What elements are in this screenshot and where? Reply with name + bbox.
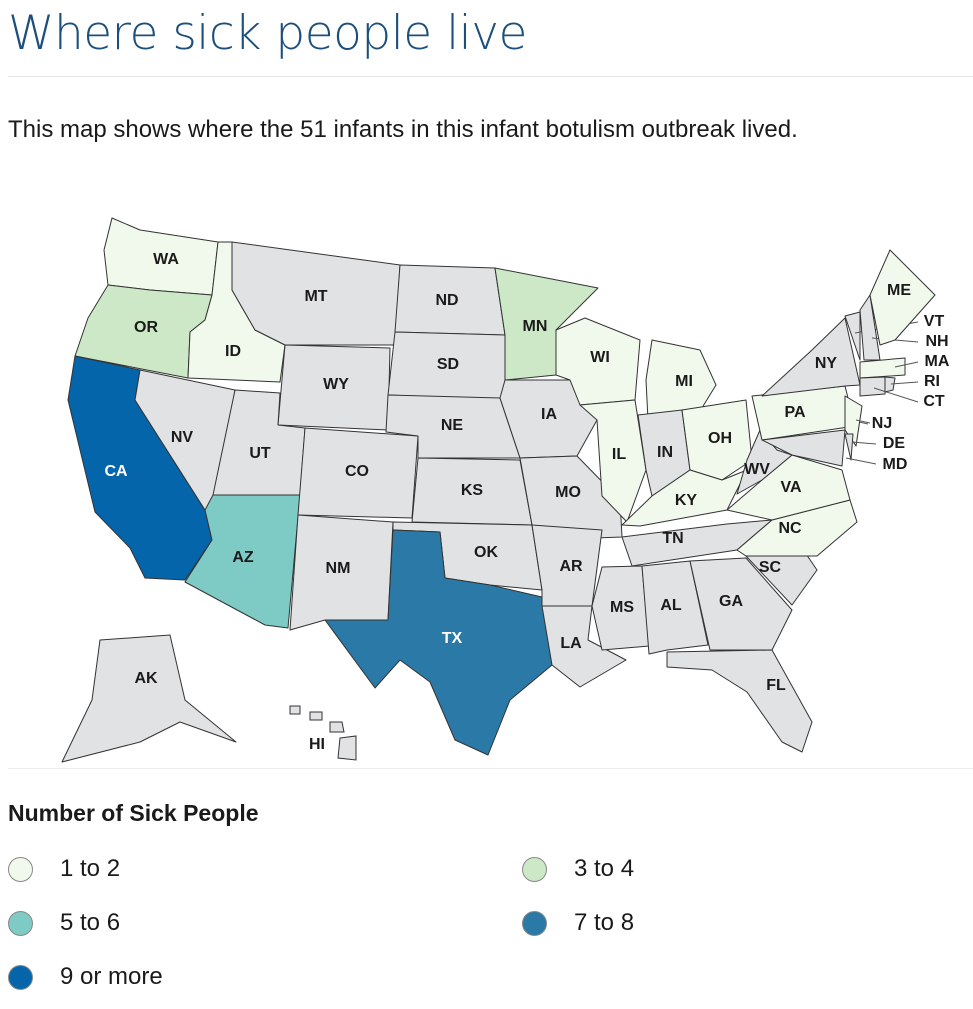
legend-swatch <box>8 964 33 990</box>
state-shape <box>591 565 650 651</box>
state-label: TX <box>442 630 463 647</box>
callout-line <box>894 361 919 368</box>
state-label: AR <box>559 558 583 575</box>
state-label: VT <box>924 313 945 330</box>
legend-swatch <box>8 856 33 882</box>
legend-item: 9 or more <box>8 960 522 994</box>
state-label: OR <box>134 319 158 336</box>
legend-item: 3 to 4 <box>522 852 952 886</box>
state-label: UT <box>249 445 271 462</box>
legend-label: 5 to 6 <box>60 909 121 936</box>
state-label: MT <box>304 288 327 305</box>
state-shape <box>761 429 846 467</box>
legend-label: 7 to 8 <box>574 909 635 936</box>
state-label: RI <box>924 373 940 390</box>
state-shape <box>689 557 793 651</box>
legend-label: 3 to 4 <box>574 855 635 882</box>
state-label: OK <box>474 544 498 561</box>
state-label: AL <box>660 597 682 614</box>
state-label: MS <box>610 599 634 616</box>
state-label: WV <box>744 461 770 478</box>
legend-label: 9 or more <box>60 963 163 990</box>
state-shape <box>761 317 861 397</box>
state-label: CO <box>345 463 369 480</box>
state-label: GA <box>719 593 743 610</box>
state-label: NJ <box>872 415 892 432</box>
page-title: Where sick people live <box>8 6 527 61</box>
legend-item: 7 to 8 <box>522 906 952 940</box>
state-label: NM <box>326 560 351 577</box>
state-label: FL <box>766 677 786 694</box>
state-label: SC <box>759 559 782 576</box>
state-shape <box>859 376 886 397</box>
legend-item: 5 to 6 <box>8 906 522 940</box>
state-label: AK <box>134 670 158 687</box>
description: This map shows where the 51 infants in t… <box>8 116 798 143</box>
state-label: LA <box>560 635 582 652</box>
state-label: NY <box>815 355 838 372</box>
state-shape <box>844 433 854 461</box>
state-shape <box>289 705 301 715</box>
callout-line <box>845 457 877 465</box>
state-shape <box>309 711 323 721</box>
state-label: HI <box>309 736 325 753</box>
state-label: MA <box>925 353 950 370</box>
state-label: MI <box>675 373 693 390</box>
state-label: OH <box>708 430 732 447</box>
divider <box>8 76 973 77</box>
state-label: NE <box>441 417 464 434</box>
state-label: ME <box>887 282 911 299</box>
state-shape <box>329 721 345 733</box>
legend-title: Number of Sick People <box>8 800 259 826</box>
legend: 1 to 2 3 to 4 5 to 6 7 to 8 9 or more <box>8 852 958 994</box>
legend-label: 1 to 2 <box>60 855 121 882</box>
state-shape <box>884 376 896 393</box>
callout-line <box>890 381 919 385</box>
state-label: KY <box>675 492 698 509</box>
state-label: MN <box>523 318 548 335</box>
callout-line <box>873 387 919 403</box>
state-shape <box>337 735 357 761</box>
state-label: MO <box>555 484 581 501</box>
state-label: DE <box>883 435 906 452</box>
state-label: VA <box>780 479 801 496</box>
state-label: CT <box>923 393 945 410</box>
state-label: NV <box>171 429 194 446</box>
state-label: WY <box>323 376 349 393</box>
legend-swatch <box>8 910 33 936</box>
state-label: TN <box>662 530 683 547</box>
state-label: KS <box>461 482 484 499</box>
state-label: SD <box>437 356 459 373</box>
legend-item: 1 to 2 <box>8 852 522 886</box>
state-label: IN <box>657 444 673 461</box>
legend-swatch <box>522 910 547 936</box>
callout-line <box>851 441 877 445</box>
state-shape <box>61 634 237 763</box>
state-label: IA <box>541 406 557 423</box>
state-label: ND <box>435 292 458 309</box>
state-shape <box>621 469 748 527</box>
state-label: CA <box>104 463 128 480</box>
state-label: WA <box>153 251 179 268</box>
us-map: WA OR CA ID NV MT WY UT AZ CO NM ND SD NE KS OK TX MN IA MO… <box>61 217 950 763</box>
state-label: AZ <box>232 549 254 566</box>
state-label: WI <box>590 349 610 366</box>
state-label: NH <box>925 333 948 350</box>
state-shape <box>666 649 813 753</box>
state-label: MD <box>883 456 908 473</box>
state-label: ID <box>225 343 241 360</box>
state-label: IL <box>612 446 626 463</box>
state-shape <box>641 560 709 655</box>
state-shape <box>859 357 906 379</box>
state-label: PA <box>784 404 805 421</box>
state-shape <box>681 399 753 481</box>
state-label: NC <box>778 520 802 537</box>
callout-line <box>855 419 871 424</box>
state-shape <box>869 249 936 346</box>
divider <box>8 768 973 769</box>
legend-swatch <box>522 856 547 882</box>
state-shape <box>324 529 553 756</box>
state-shape <box>844 311 861 361</box>
